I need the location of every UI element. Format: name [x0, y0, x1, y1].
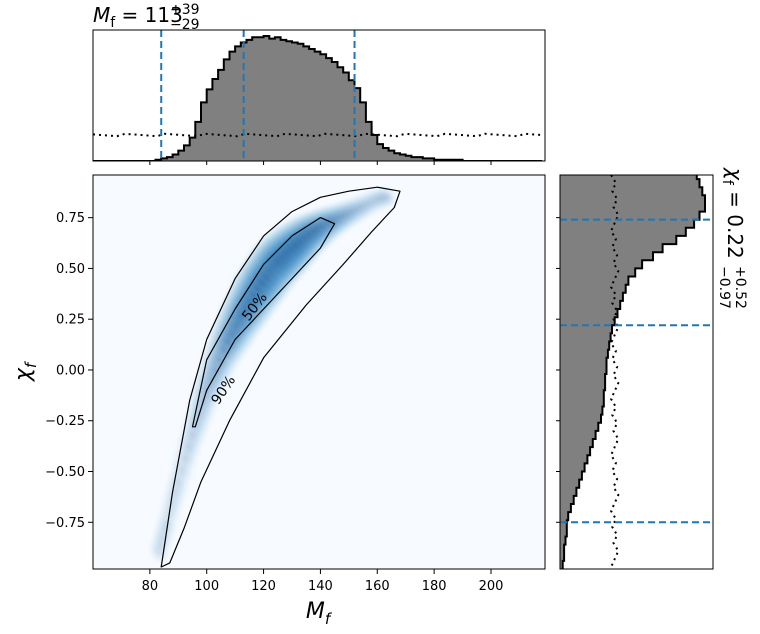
right-panel-frame — [559, 174, 714, 570]
y-tick-label: 0.75 — [56, 211, 85, 226]
main-density-panel: 50%90% 80 100 120 140 160 180 200−0.75−0.50−0.… — [11, 174, 546, 628]
top-marginal-panel: Mf = 113 +39 −29 — [92, 2, 546, 165]
x-tick-label: 140 — [308, 579, 333, 594]
top-histogram — [93, 30, 543, 161]
top-title-sup: +39 — [170, 2, 200, 18]
y-tick-label: 0.25 — [56, 313, 85, 328]
y-tick-label: −0.25 — [45, 414, 85, 429]
prior-step — [609, 175, 620, 568]
x-tick-label: 180 — [422, 579, 447, 594]
x-tick-label: 160 — [365, 579, 390, 594]
right-histogram — [560, 175, 713, 569]
y-tick-label: −0.50 — [45, 465, 85, 480]
right-title-sup: +0.52 — [732, 266, 748, 309]
top-title-base: Mf = 113 — [93, 3, 183, 31]
posterior-fill — [560, 175, 705, 569]
posterior-step — [93, 35, 543, 161]
posterior-step — [561, 175, 706, 569]
y-tick-label: 0.00 — [56, 363, 85, 378]
right-title-base: χf = 0.22 — [719, 167, 747, 259]
right-marginal-panel: χf = 0.22 +0.52 −0.97 — [556, 167, 748, 570]
contour-lines — [160, 186, 401, 568]
top-panel-ticks — [149, 161, 492, 165]
x-axis-label: Mf — [306, 599, 333, 628]
x-tick-label: 200 — [479, 579, 504, 594]
contour-50pct — [191, 217, 336, 428]
y-tick-label: 0.50 — [56, 262, 85, 277]
right-title-sub: −0.97 — [716, 266, 732, 309]
main-panel-frame — [92, 174, 546, 570]
right-panel-ticks — [556, 217, 560, 523]
x-tick-label: 100 — [194, 579, 219, 594]
density-heatmap — [145, 183, 401, 566]
posterior-fill — [93, 36, 543, 161]
top-title: Mf = 113 +39 −29 — [93, 2, 200, 33]
y-axis-label: χf — [11, 360, 40, 382]
top-panel-frame — [92, 29, 546, 162]
y-tick-label: −0.75 — [45, 516, 85, 531]
top-title-sub: −29 — [170, 17, 200, 33]
x-tick-label: 120 — [251, 579, 276, 594]
x-tick-label: 80 — [142, 579, 159, 594]
contour-90pct — [160, 186, 401, 568]
right-title: χf = 0.22 +0.52 −0.97 — [716, 167, 748, 309]
main-panel-ticks: 80 100 120 140 160 180 200 −0.75 −0.50 −0.25 0.00 0… — [45, 211, 503, 594]
